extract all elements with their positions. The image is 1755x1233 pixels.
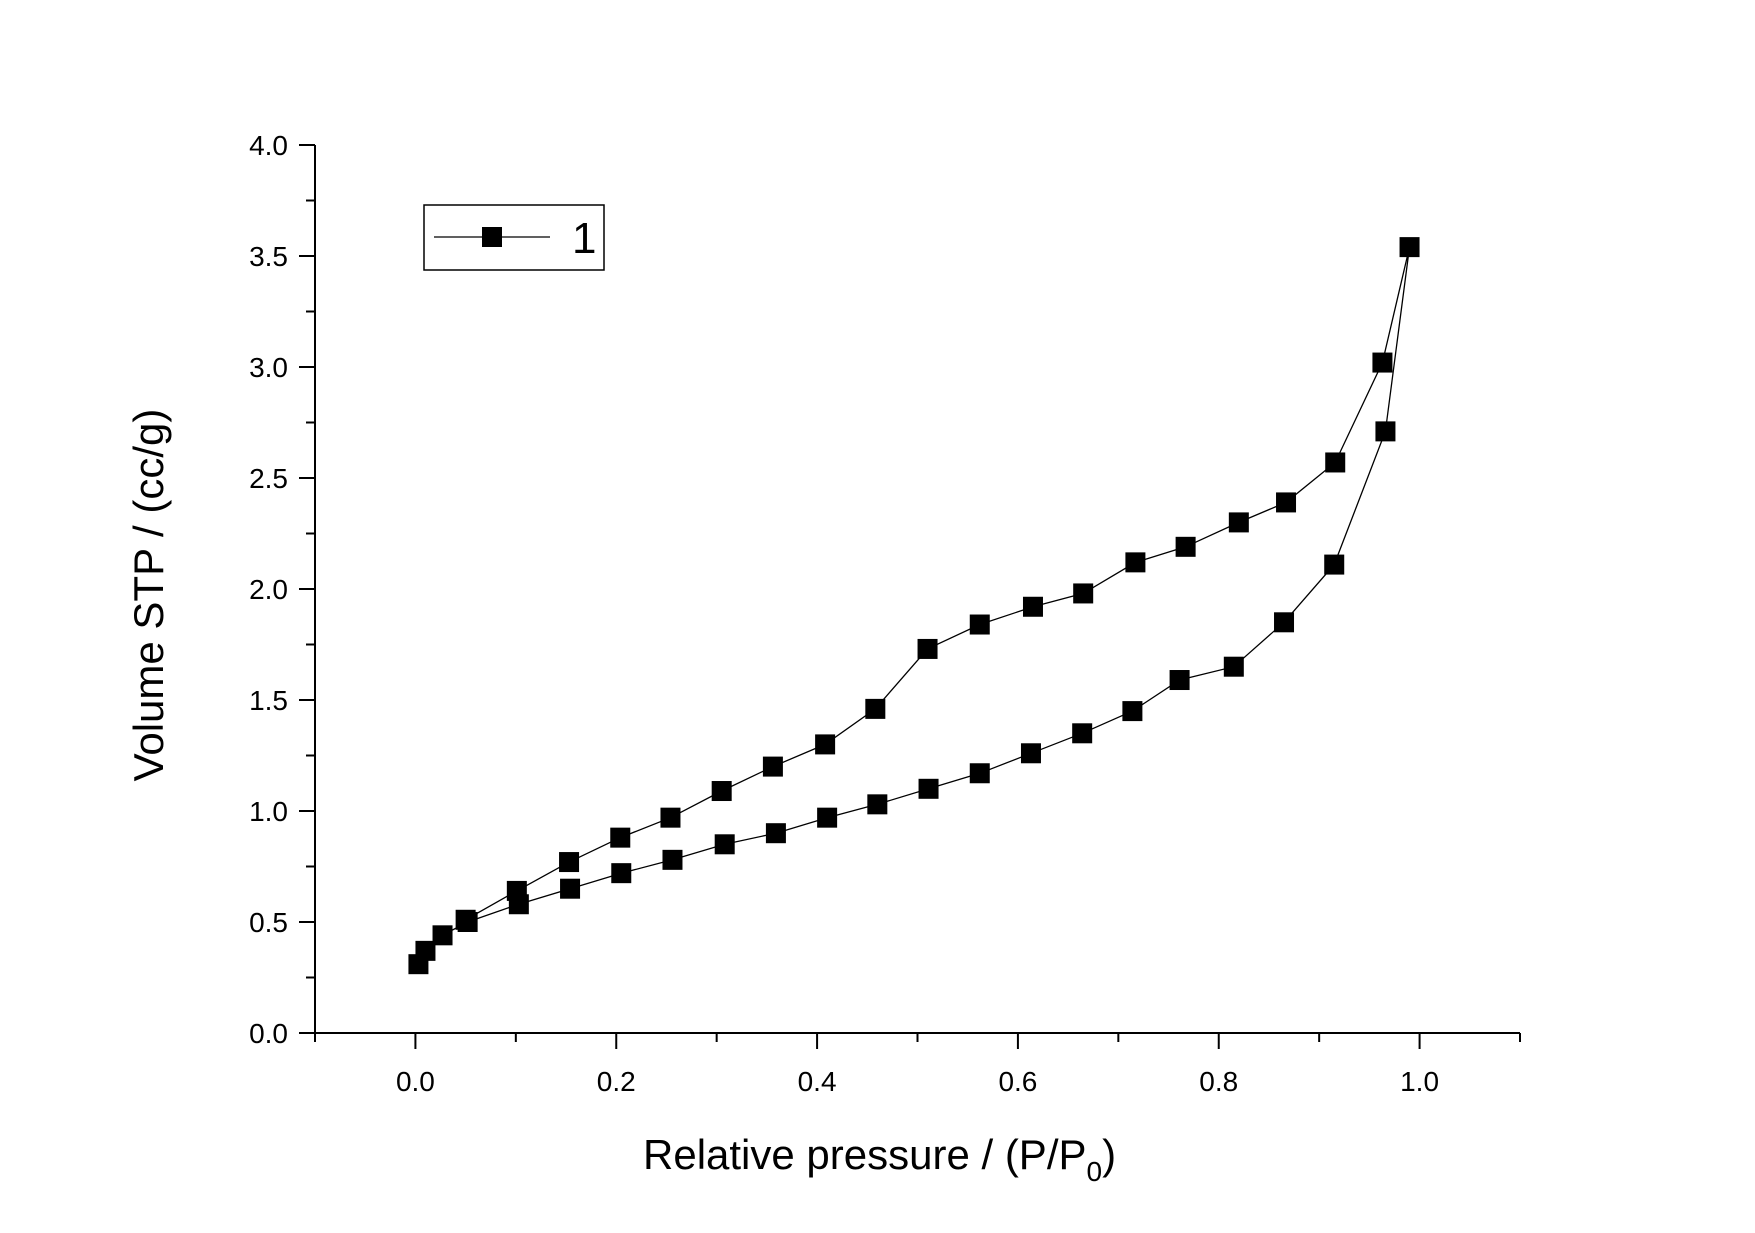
- y-axis-title: Volume STP / (cc/g): [125, 409, 172, 782]
- x-tick-label: 0.8: [1199, 1066, 1238, 1097]
- data-point: [432, 925, 453, 946]
- data-point: [765, 823, 786, 844]
- data-point: [1072, 723, 1093, 744]
- x-tick-label: 0.4: [798, 1066, 837, 1097]
- data-point: [560, 878, 581, 899]
- data-point: [815, 734, 836, 755]
- data-point: [817, 807, 838, 828]
- y-tick-label: 2.0: [249, 574, 288, 605]
- data-point: [1073, 583, 1094, 604]
- x-axis-title-end: ): [1102, 1131, 1116, 1178]
- y-tick-label: 3.0: [249, 352, 288, 383]
- data-point: [662, 849, 683, 870]
- data-point: [1169, 670, 1190, 691]
- data-point: [1324, 554, 1345, 575]
- data-point: [1276, 492, 1297, 513]
- data-point: [714, 834, 735, 855]
- y-tick-label: 1.0: [249, 796, 288, 827]
- x-axis-title: Relative pressure / (P/P0): [643, 1131, 1116, 1187]
- data-point: [865, 698, 886, 719]
- y-tick-label: 2.5: [249, 463, 288, 494]
- data-point: [1223, 656, 1244, 677]
- data-point: [415, 940, 436, 961]
- x-tick-label: 1.0: [1400, 1066, 1439, 1097]
- data-point: [867, 794, 888, 815]
- y-tick-label: 0.5: [249, 907, 288, 938]
- data-point: [611, 863, 632, 884]
- data-point: [506, 880, 527, 901]
- data-point: [1399, 237, 1420, 258]
- legend: 1: [423, 204, 605, 271]
- y-tick-label: 0.0: [249, 1018, 288, 1049]
- x-axis-title-subscript: 0: [1087, 1156, 1103, 1187]
- y-tick-label: 3.5: [249, 241, 288, 272]
- axes: 0.0 0.2 0.4 0.6 0.8 1.0 0.0 0.5 1.0 1.5 2.0 2.5 3.0 3…: [249, 130, 1521, 1097]
- x-tick-label: 0.6: [998, 1066, 1037, 1097]
- x-tick-label: 0.2: [597, 1066, 636, 1097]
- legend-marker-icon: [482, 227, 502, 247]
- y-tick-label: 4.0: [249, 130, 288, 161]
- data-point: [969, 763, 990, 784]
- x-axis-title-main: Relative pressure / (P/P: [643, 1131, 1087, 1178]
- data-point: [559, 852, 580, 873]
- data-point: [660, 807, 681, 828]
- data-point: [1228, 512, 1249, 533]
- data-point: [711, 781, 732, 802]
- data-point: [1325, 452, 1346, 473]
- data-point: [1125, 552, 1146, 573]
- data-point: [455, 909, 476, 930]
- data-point: [1020, 743, 1041, 764]
- series-layer: [408, 237, 1420, 975]
- x-tick-label: 0.0: [396, 1066, 435, 1097]
- data-point: [762, 756, 783, 777]
- data-point: [1022, 596, 1043, 617]
- data-point: [1175, 536, 1196, 557]
- data-point: [1274, 612, 1295, 633]
- y-tick-label: 1.5: [249, 685, 288, 716]
- data-point: [969, 614, 990, 635]
- data-point: [610, 827, 631, 848]
- data-point: [1372, 352, 1393, 373]
- data-point: [917, 638, 938, 659]
- data-point: [1375, 421, 1396, 442]
- data-point: [1122, 701, 1143, 722]
- data-point: [918, 778, 939, 799]
- legend-label: 1: [572, 214, 596, 263]
